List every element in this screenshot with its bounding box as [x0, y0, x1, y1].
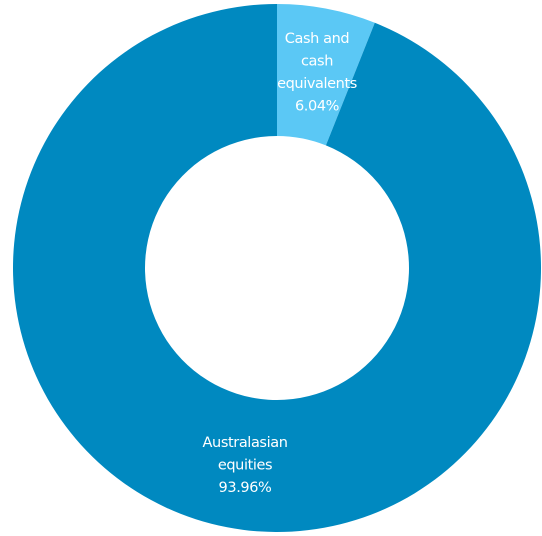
slice-value-label-1: 93.96% [219, 480, 272, 496]
donut-slice-0 [277, 4, 375, 146]
slice-name-line-0-2: equivalents [277, 76, 357, 92]
slice-name-line-0-0: Cash and [285, 31, 349, 47]
slice-name-line-1-1: equities [218, 458, 272, 474]
slice-label-0: Cash and cash equivalents 6.04% [277, 31, 357, 115]
slice-label-1: Australasian equities 93.96% [203, 435, 288, 496]
slice-name-line-0-1: cash [301, 54, 333, 70]
slice-name-line-1-0: Australasian [203, 435, 288, 451]
donut-slice-1 [12, 4, 541, 532]
slice-value-label-0: 6.04% [295, 99, 339, 115]
